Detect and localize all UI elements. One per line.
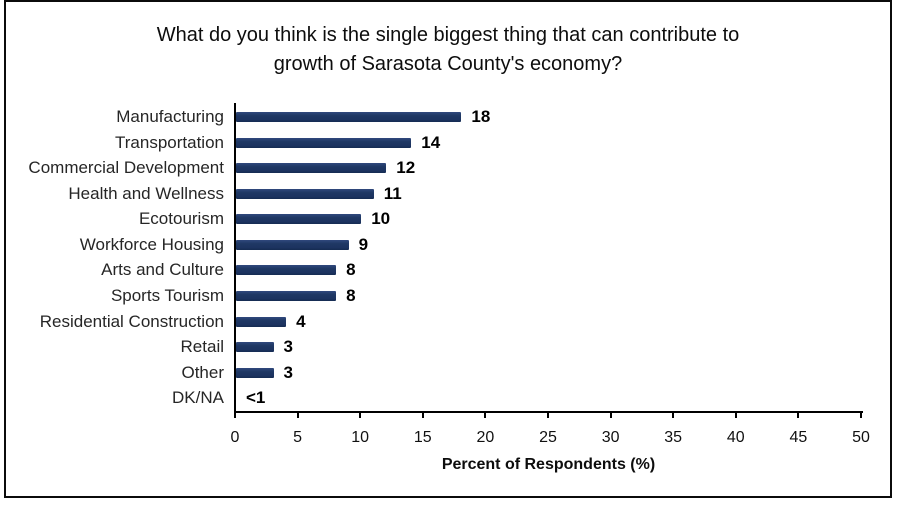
value-label: 9 [358, 234, 369, 254]
chart-row: Residential Construction 4 [0, 309, 900, 335]
bar [236, 214, 362, 225]
bar [236, 188, 374, 199]
x-axis-tick-label: 0 [230, 429, 240, 446]
x-axis-tick-label: 25 [539, 429, 557, 446]
chart-row: Transportation 14 [0, 130, 900, 156]
chart-row: Retail 3 [0, 334, 900, 360]
x-axis-tick [609, 413, 612, 418]
x-axis-tick [421, 413, 424, 418]
category-label: Residential Construction [39, 311, 224, 331]
value-label: 18 [471, 107, 491, 126]
bar [236, 137, 412, 148]
chart-row: Commercial Development 12 [0, 155, 900, 181]
x-axis-tick [672, 413, 675, 418]
chart-title: What do you think is the single biggest … [156, 24, 740, 75]
bar [236, 342, 274, 353]
bar [236, 265, 337, 276]
bar [236, 163, 387, 174]
x-axis-tick-label: 5 [293, 429, 303, 446]
bar [236, 316, 287, 327]
category-label: Ecotourism [138, 209, 224, 229]
value-label: 11 [383, 183, 402, 203]
chart-row: Arts and Culture 8 [0, 257, 900, 283]
category-label: Commercial Development [28, 158, 224, 178]
x-axis-tick [797, 413, 800, 418]
x-axis-line [234, 411, 863, 413]
x-axis-tick [296, 413, 299, 418]
category-label: Workforce Housing [79, 234, 224, 254]
value-label: 12 [396, 158, 416, 178]
chart-row: Other 3 [0, 360, 900, 386]
category-label: Arts and Culture [101, 260, 224, 280]
bar [236, 367, 274, 378]
x-axis-tick [359, 413, 362, 418]
x-axis-tick [547, 413, 549, 418]
category-label: Transportation [115, 132, 224, 152]
chart-row: Ecotourism 10 [0, 206, 900, 232]
x-axis-tick-label: 30 [601, 429, 620, 446]
x-axis-title: Percent of Respondents (%) [441, 456, 656, 473]
category-label: DK/NA [172, 388, 224, 408]
x-axis-tick [234, 413, 236, 418]
x-axis-tick-label: 20 [476, 429, 495, 446]
chart-row: Health and Wellness 11 [0, 181, 900, 207]
chart-border-box [4, 0, 892, 498]
x-axis-tick [484, 413, 487, 418]
value-label: 8 [346, 260, 356, 280]
value-label: 8 [346, 286, 356, 306]
value-label: 10 [371, 209, 391, 229]
bar [236, 239, 349, 250]
category-label: Manufacturing [116, 107, 224, 126]
category-label: Health and Wellness [68, 183, 224, 203]
y-axis-line [234, 103, 236, 413]
x-axis-tick-label: 40 [726, 429, 745, 446]
bar [236, 291, 337, 302]
category-label: Sports Tourism [110, 286, 224, 306]
x-axis-tick [734, 413, 737, 418]
x-axis-tick-label: 10 [351, 429, 370, 446]
x-axis-tick-label: 35 [664, 429, 683, 446]
category-label: Retail [180, 337, 224, 357]
value-label: 4 [296, 311, 306, 331]
chart-row: DK/NA <1 [0, 385, 900, 411]
x-axis-tick-label: 50 [852, 429, 870, 446]
value-label: 14 [421, 132, 441, 152]
value-label: 3 [283, 362, 294, 382]
value-label: 3 [283, 337, 294, 357]
value-label: <1 [246, 388, 266, 408]
bar [236, 112, 462, 122]
x-axis-tick-label: 15 [413, 429, 432, 446]
x-axis-tick [860, 413, 862, 418]
x-axis-tick-label: 45 [789, 429, 808, 446]
category-label: Other [181, 362, 224, 382]
chart-row: Manufacturing 18 [0, 104, 900, 130]
chart-row: Workforce Housing 9 [0, 232, 900, 258]
chart-row: Sports Tourism 8 [0, 283, 900, 309]
